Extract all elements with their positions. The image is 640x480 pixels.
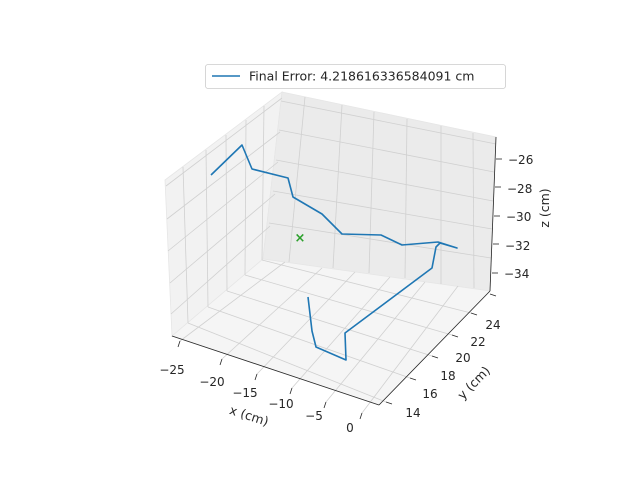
y-tick-label: 24 (485, 318, 500, 332)
x-tick-labels: −25 −20 −15 −10 −5 0 (159, 363, 353, 435)
z-tick-label: −28 (507, 182, 532, 196)
tick-marks (177, 158, 502, 420)
y-tick-label: 20 (455, 351, 470, 365)
target-marker: × (295, 231, 306, 246)
trajectory-line (210, 144, 458, 361)
y-tick-label: 16 (422, 387, 437, 401)
z-tick-label: −34 (504, 267, 529, 281)
z-tick-label: −30 (506, 210, 531, 224)
y-axis-label: y (cm) (454, 363, 493, 402)
x-tick-label: −5 (305, 409, 323, 423)
legend: Final Error: 4.218616336584091 cm (205, 64, 506, 89)
axis-lines (171, 136, 497, 406)
y-tick-label: 22 (470, 335, 485, 349)
y-tick-labels: 14 16 18 20 22 24 (405, 318, 500, 420)
x-tick-label: −25 (159, 363, 184, 377)
z-tick-label: −32 (505, 239, 530, 253)
x-tick-label: 0 (346, 421, 354, 435)
legend-label: Final Error: 4.218616336584091 cm (249, 69, 474, 84)
axes-panes (164, 91, 497, 406)
back-pane (262, 91, 497, 292)
legend-box (205, 64, 506, 89)
x-tick-label: −10 (268, 397, 293, 411)
y-axis-line (378, 290, 491, 406)
y-tick-label: 14 (405, 406, 420, 420)
x-tick-label: −20 (199, 375, 224, 389)
x-axis-label: x (cm) (228, 402, 271, 429)
x-tick-label: −15 (232, 386, 257, 400)
x-axis-line (171, 335, 380, 406)
y-tick-label: 18 (440, 369, 455, 383)
z-tick-label: −26 (508, 153, 533, 167)
z-axis-label: z (cm) (537, 188, 552, 227)
z-tick-labels: −26 −28 −30 −32 −34 (504, 153, 533, 281)
z-axis-line (489, 136, 497, 292)
grid-lines (165, 96, 497, 414)
